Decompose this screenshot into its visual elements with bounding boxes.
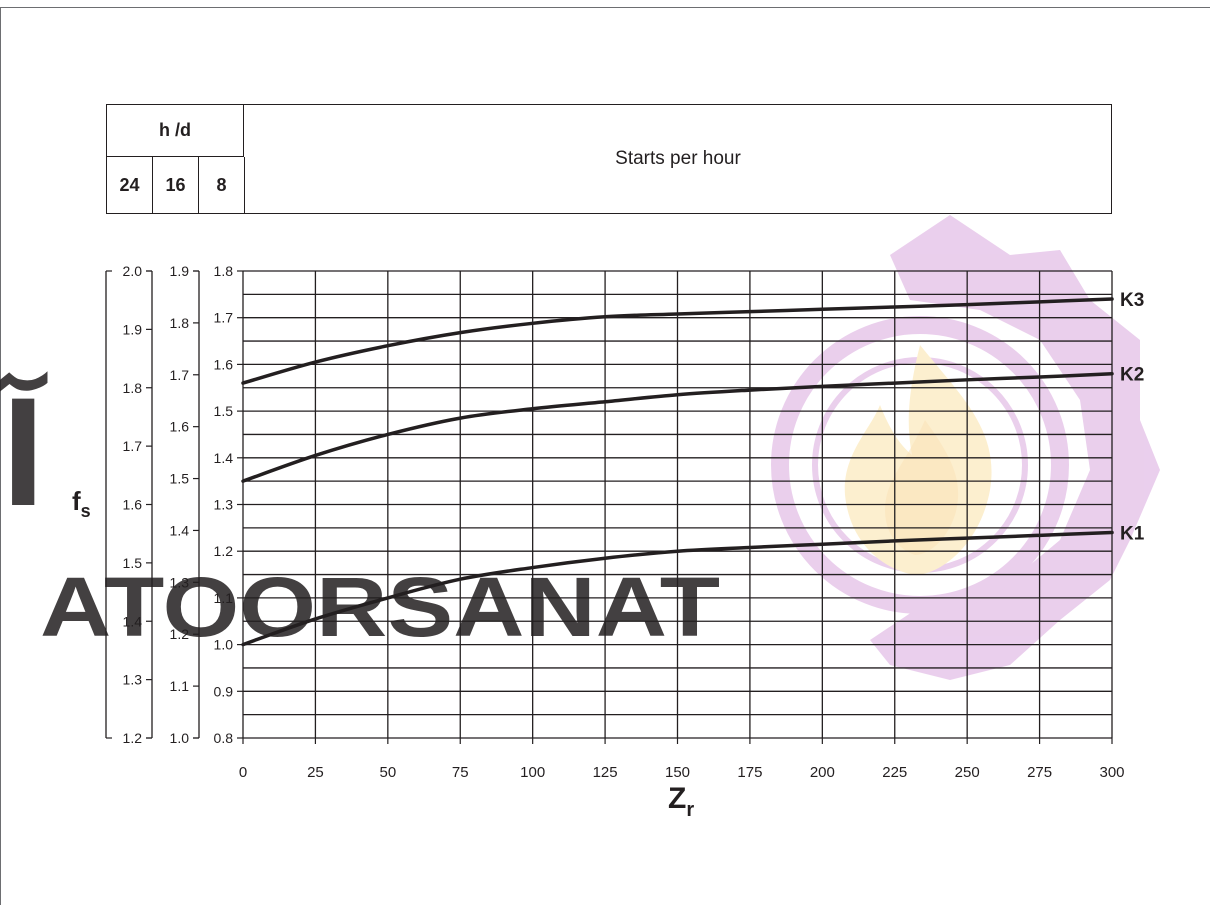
y-tick-label-16: 1.2: [170, 626, 190, 642]
series-line-k3: [241, 297, 1114, 385]
y-tick-label-16: 1.1: [170, 678, 190, 694]
x-tick-label: 150: [665, 764, 690, 781]
x-tick-label: 100: [520, 764, 545, 781]
x-tick-label: 225: [882, 764, 907, 781]
y-tick-label-8: 1.6: [214, 356, 234, 372]
y-tick-label-24: 2.0: [123, 263, 143, 279]
x-tick-label: 25: [307, 764, 324, 781]
watermark-arabic-text: آتور صنعت: [0, 371, 48, 540]
x-tick-label: 175: [737, 764, 762, 781]
y-tick-label-24: 1.6: [123, 497, 143, 513]
y-tick-label-8: 1.4: [214, 450, 234, 466]
series-label-k1: K1: [1120, 524, 1145, 545]
y-tick-label-24: 1.8: [123, 380, 143, 396]
y-tick-label-24: 1.4: [123, 613, 143, 629]
y-tick-label-24: 1.9: [123, 321, 143, 337]
y-tick-label-24: 1.5: [123, 555, 143, 571]
y-tick-label-16: 1.3: [170, 574, 190, 590]
hours-per-day-header: h /d: [107, 105, 244, 157]
y-tick-label-16: 1.8: [170, 315, 190, 331]
y-tick-label-8: 0.9: [214, 683, 234, 699]
starts-per-hour-title: Starts per hour: [615, 148, 741, 169]
y-tick-label-8: 1.7: [214, 310, 234, 326]
x-tick-label: 250: [955, 764, 980, 781]
x-tick-label: 125: [593, 764, 618, 781]
page-frame: [0, 7, 1210, 905]
series-line-k2: [241, 371, 1114, 483]
y-tick-label-16: 1.6: [170, 419, 190, 435]
y-tick-label-16: 1.7: [170, 367, 190, 383]
y-tick-label-16: 1.0: [170, 730, 190, 746]
y-tick-label-8: 1.1: [214, 590, 234, 606]
watermark-ring-outer: [771, 316, 1069, 614]
x-axis-title: Zr: [668, 782, 694, 821]
hours-8-cell: 8: [199, 157, 245, 213]
y-tick-label-16: 1.4: [170, 522, 190, 538]
y-tick-label-16: 1.5: [170, 471, 190, 487]
x-tick-label: 0: [239, 764, 247, 781]
watermark-latin-text: ATOORSANAT: [40, 560, 720, 654]
watermark-gear-shape: [870, 215, 1160, 680]
watermark-flame: [844, 345, 992, 575]
hours-16-cell: 16: [153, 157, 199, 213]
series-label-k2: K2: [1120, 365, 1144, 386]
x-tick-label: 275: [1027, 764, 1052, 781]
y-tick-label-24: 1.3: [123, 672, 143, 688]
hours-24-cell: 24: [107, 157, 153, 213]
x-tick-label: 75: [452, 764, 469, 781]
chart-grid: [242, 270, 1113, 739]
header-table: h /d 24 16 8 Starts per hour: [106, 104, 1112, 214]
y-tick-label-8: 1.2: [214, 543, 234, 559]
y-tick-label-24: 1.7: [123, 438, 143, 454]
x-tick-label: 50: [379, 764, 396, 781]
watermark-flame-core: [885, 420, 959, 555]
x-tick-label: 300: [1099, 764, 1124, 781]
chart-labels: Zr fs: [72, 486, 694, 821]
y-tick-label-8: 1.3: [214, 497, 234, 513]
y-tick-label-8: 1.5: [214, 403, 234, 419]
watermark-gear-logo: [771, 215, 1160, 680]
y-axis-title: fs: [72, 486, 91, 521]
y-tick-label-16: 1.9: [170, 263, 190, 279]
chart-series: K1 K2 K3: [241, 290, 1145, 647]
x-tick-label: 200: [810, 764, 835, 781]
y-tick-label-8: 0.8: [214, 730, 234, 746]
chart-axes: 0 25 50 75 100 125 150 175 200 225 250 275 300 1.2 1.3…: [105, 263, 1125, 781]
series-line-k1: [241, 530, 1114, 647]
y-tick-label-8: 1.8: [214, 263, 234, 279]
series-label-k3: K3: [1120, 290, 1144, 311]
y-tick-label-8: 1.0: [214, 637, 234, 653]
y-tick-label-24: 1.2: [123, 730, 143, 746]
